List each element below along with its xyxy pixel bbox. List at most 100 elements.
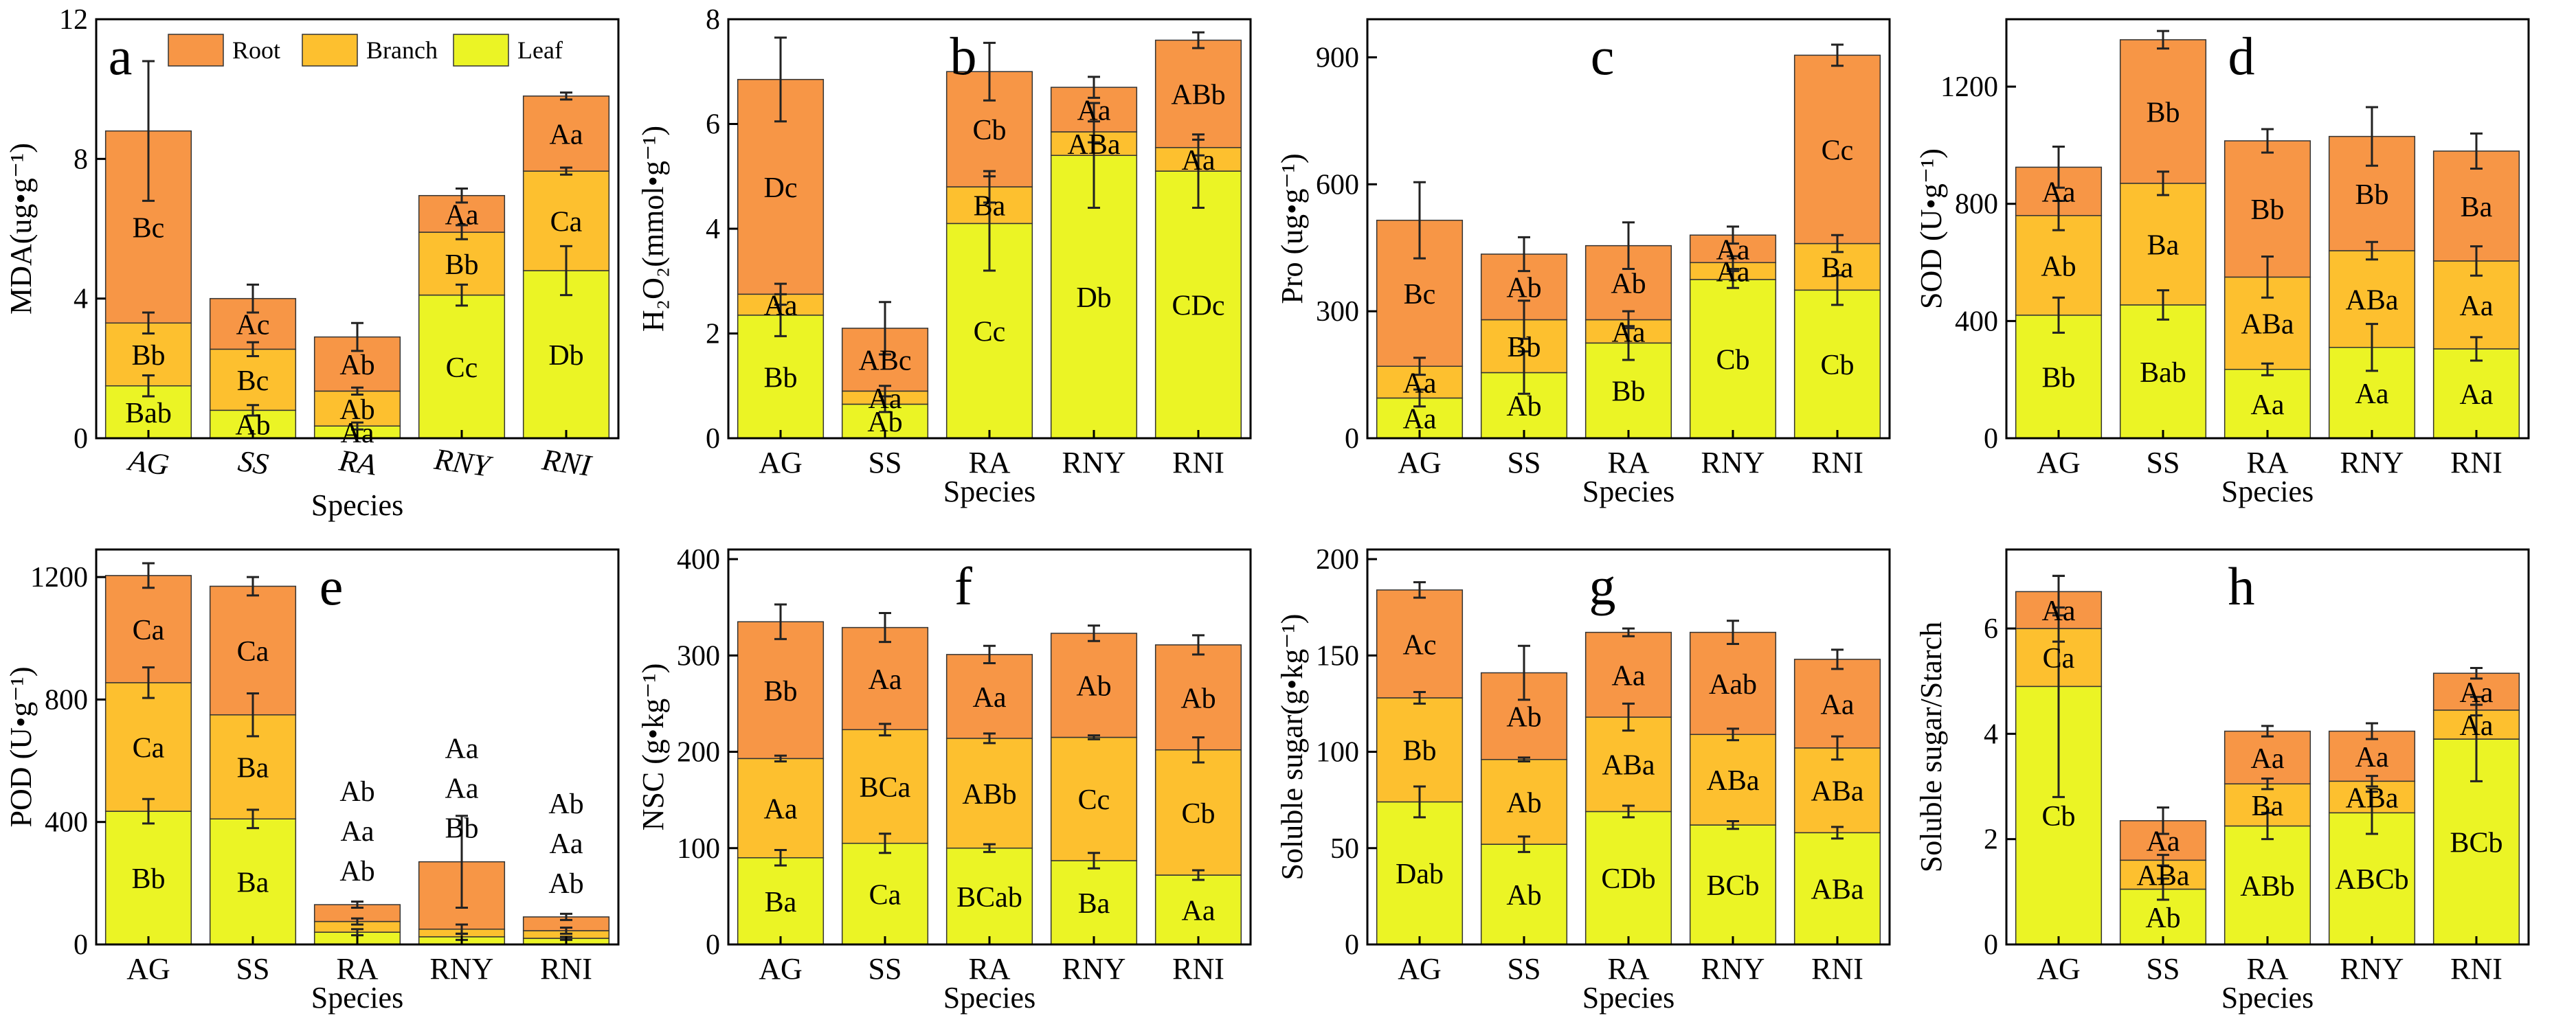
panel-letter-h: h	[2228, 556, 2255, 616]
bar-b-rni-leaf	[1154, 170, 1242, 439]
xtick-label-e-rny: RNY	[430, 952, 494, 986]
error-bar-b-ra-branch	[983, 170, 996, 204]
error-bar-e-ag-root	[142, 562, 155, 589]
bar-g-rny-branch	[1689, 734, 1777, 826]
xtick-label-h-ag: AG	[2037, 952, 2081, 986]
sig-label-g-ag-branch: Bb	[1402, 736, 1436, 767]
bar-f-rni-branch	[1154, 749, 1242, 876]
bar-f-rny-leaf	[1050, 860, 1138, 945]
sig-label-a-rni-branch: Ca	[550, 207, 583, 238]
error-bar-f-ra-leaf	[983, 843, 996, 853]
sig-label-a-rni-leaf: Db	[548, 340, 583, 372]
ylabel-e: POD (U•g⁻¹)	[4, 667, 38, 828]
ytick-label-c-600: 600	[1316, 169, 1359, 201]
xtick-label-b-ra: RA	[968, 446, 1010, 479]
sig-label-d-rni-leaf: Aa	[2460, 379, 2494, 411]
bar-f-ra-leaf	[945, 848, 1033, 945]
xtick-label-g-ag: AG	[1398, 952, 1442, 986]
sig-label-e-rny-root: Bb	[445, 813, 478, 845]
ytick-label-b-6: 6	[706, 109, 720, 141]
ylabel-b: H₂O₂(mmol•g⁻¹)	[636, 126, 670, 332]
legend-label-branch: Branch	[366, 36, 438, 64]
error-bar-a-ra-branch	[351, 386, 363, 396]
error-bar-f-ag-root	[774, 603, 787, 640]
xtick-label-f-ss: SS	[869, 952, 902, 986]
xtick-label-h-rny: RNY	[2340, 952, 2404, 986]
error-bar-e-rni-branch	[560, 926, 572, 935]
error-bar-g-rni-leaf	[1831, 826, 1844, 840]
error-bar-g-rni-branch	[1831, 735, 1844, 761]
ylabel-c: Pro (ug•g⁻¹)	[1275, 153, 1309, 304]
xtick-label-a-ag: AG	[124, 443, 171, 482]
bar-f-rni-leaf	[1154, 874, 1242, 945]
error-bar-h-rni-root	[2470, 667, 2483, 680]
error-bar-f-rni-leaf	[1192, 869, 1205, 881]
error-bar-d-rni-branch	[2470, 245, 2483, 277]
sig-label-d-ag-root: Aa	[2042, 177, 2076, 209]
panel-letter-a: a	[109, 26, 133, 86]
sig-label-b-rny-root: Aa	[1077, 95, 1111, 127]
ytick-label-a-4: 4	[74, 284, 88, 315]
error-bar-c-ra-root	[1622, 221, 1635, 271]
error-bar-a-ag-leaf	[142, 374, 155, 398]
bar-g-rni-root	[1793, 659, 1881, 749]
xtick-label-b-rni: RNI	[1172, 446, 1224, 479]
bar-g-ra-leaf	[1584, 811, 1672, 945]
error-bar-d-ra-root	[2261, 128, 2274, 154]
xlabel-d: Species	[2221, 475, 2314, 508]
sig-label-d-rny-root: Bb	[2355, 179, 2388, 211]
error-bar-b-rni-root	[1192, 31, 1205, 49]
error-bar-g-ss-root	[1518, 644, 1530, 701]
sig-label-c-ra-branch: Aa	[1612, 317, 1646, 348]
ytick-label-c-300: 300	[1316, 296, 1359, 328]
xtick-label-d-ra: RA	[2246, 446, 2288, 479]
bar-e-ag-root	[104, 575, 192, 683]
error-bar-a-rny-root	[456, 188, 468, 204]
sig-label-c-ag-branch: Aa	[1403, 367, 1437, 399]
bar-f-ag-branch	[737, 758, 825, 859]
xtick-label-b-rny: RNY	[1062, 446, 1126, 479]
error-bar-f-rni-branch	[1192, 736, 1205, 764]
ytick-label-h-0: 0	[1984, 929, 1998, 961]
error-bar-f-rny-branch	[1088, 734, 1100, 740]
xlabel-c: Species	[1582, 475, 1675, 508]
sig-label-c-rny-branch: Aa	[1716, 257, 1750, 288]
bar-f-ra-branch	[945, 738, 1033, 849]
bar-f-ra-root	[945, 654, 1033, 739]
error-bar-h-ra-leaf	[2261, 811, 2274, 841]
bar-g-ag-branch	[1376, 697, 1464, 803]
sig-label-b-ag-leaf: Bb	[763, 362, 797, 394]
xtick-label-a-ra: RA	[337, 443, 379, 481]
ylabel-f: NSC (g•kg⁻¹)	[636, 664, 670, 831]
xtick-label-e-ss: SS	[236, 952, 270, 986]
ytick-label-h-2: 2	[1984, 824, 1998, 856]
bar-e-ag-leaf	[104, 811, 192, 945]
error-bar-f-rny-leaf	[1088, 852, 1100, 870]
error-bar-d-ss-root	[2157, 30, 2169, 50]
sig-label-g-ss-branch: Ab	[1506, 787, 1541, 819]
xtick-label-e-ag: AG	[126, 952, 170, 986]
error-bar-h-rny-leaf	[2366, 791, 2378, 835]
xtick-label-e-rni: RNI	[540, 952, 592, 986]
error-bar-a-rny-branch	[456, 224, 468, 240]
error-bar-c-ss-root	[1518, 236, 1530, 273]
error-bar-f-ss-branch	[879, 723, 891, 737]
error-bar-b-ra-root	[983, 41, 996, 102]
sig-label-g-ra-branch: ABa	[1602, 750, 1655, 782]
error-bar-a-rni-root	[560, 91, 572, 101]
sig-label-d-rny-leaf: Aa	[2355, 378, 2389, 410]
sig-label-d-ra-branch: ABa	[2241, 309, 2294, 341]
xtick-label-c-rny: RNY	[1701, 446, 1765, 479]
xtick-label-b-ag: AG	[759, 446, 803, 479]
sig-label-g-rni-root: Aa	[1821, 689, 1855, 721]
xlabel-e: Species	[311, 981, 403, 1015]
sig-label-g-ag-root: Ac	[1403, 629, 1437, 661]
ytick-label-a-0: 0	[74, 423, 88, 455]
error-bar-e-rny-branch	[456, 923, 468, 935]
sig-label-c-ss-root: Ab	[1506, 273, 1541, 304]
sig-label-h-rny-leaf: ABCb	[2335, 864, 2408, 896]
error-bar-a-rni-leaf	[560, 245, 572, 297]
